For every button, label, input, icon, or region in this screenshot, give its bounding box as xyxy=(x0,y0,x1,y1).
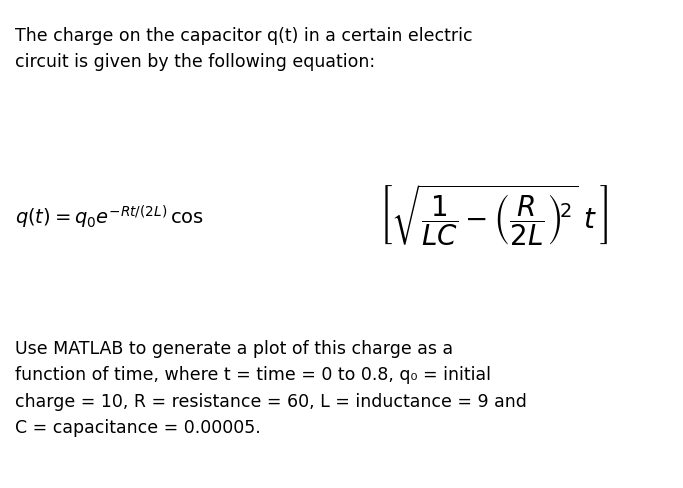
Text: The charge on the capacitor q(t) in a certain electric
circuit is given by the f: The charge on the capacitor q(t) in a ce… xyxy=(15,27,473,70)
Text: Use MATLAB to generate a plot of this charge as a
function of time, where t = ti: Use MATLAB to generate a plot of this ch… xyxy=(15,339,527,436)
Text: $q(t) = q_0e^{-Rt/(2L)}\,\cos$: $q(t) = q_0e^{-Rt/(2L)}\,\cos$ xyxy=(15,203,204,231)
Text: $\left[\sqrt{\dfrac{1}{LC}-\left(\dfrac{R}{2L}\right)^{\!2}}\;t\,\right]$: $\left[\sqrt{\dfrac{1}{LC}-\left(\dfrac{… xyxy=(379,182,609,247)
